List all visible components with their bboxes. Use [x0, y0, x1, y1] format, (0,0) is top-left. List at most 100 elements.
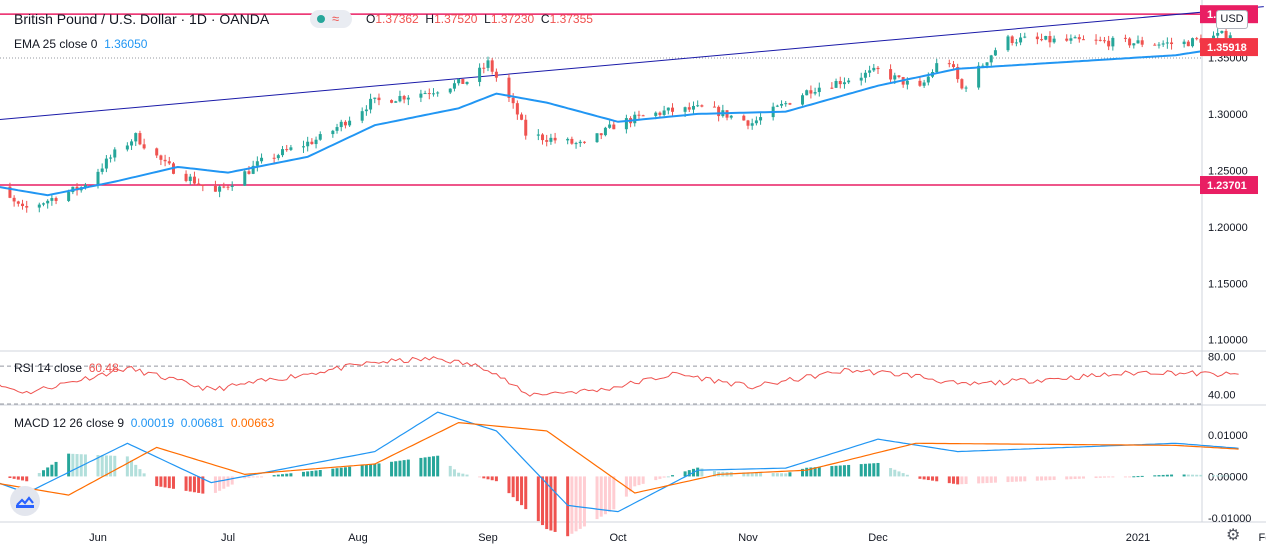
macd-histogram-bar	[109, 455, 113, 477]
candle-up	[373, 97, 377, 99]
macd-histogram-bar	[1102, 476, 1106, 478]
macd-histogram-bar	[1098, 476, 1102, 478]
macd-histogram-bar	[951, 476, 955, 484]
macd-histogram-bar	[494, 476, 498, 482]
tradingview-logo-icon[interactable]	[10, 486, 40, 516]
candle-up	[1019, 37, 1023, 43]
macd-histogram-bar	[545, 476, 549, 530]
macd-histogram-bar	[465, 474, 469, 477]
macd-histogram-bar	[1170, 474, 1174, 477]
candle-up	[1182, 41, 1186, 45]
macd-histogram-bar	[926, 476, 930, 481]
macd-histogram-bar	[1081, 476, 1085, 479]
macd-histogram-bar	[276, 474, 280, 477]
candle-down	[1010, 36, 1014, 44]
candle-up	[964, 87, 968, 89]
macd-histogram-bar	[700, 468, 704, 477]
candle-up	[318, 134, 322, 140]
candle-up	[335, 127, 339, 131]
macd-histogram-bar	[1014, 476, 1018, 482]
market-status-badge[interactable]: ≈	[310, 10, 352, 28]
candle-down	[599, 133, 603, 136]
candle-down	[1094, 39, 1098, 41]
candle-down	[343, 121, 347, 126]
macd-histogram-bar	[1224, 475, 1228, 477]
macd-histogram-bar	[654, 476, 658, 481]
currency-button[interactable]: USD	[1216, 10, 1248, 29]
macd-histogram-bar	[1069, 476, 1073, 480]
macd-histogram-bar	[750, 472, 754, 477]
macd-histogram-bar	[1211, 475, 1215, 477]
macd-histogram-bar	[1220, 475, 1224, 477]
macd-histogram-bar	[629, 476, 633, 492]
macd-histogram-bar	[931, 476, 935, 481]
macd-histogram-bar	[134, 464, 138, 477]
candle-down	[163, 159, 167, 162]
candle-up	[863, 72, 867, 78]
macd-histogram-bar	[956, 476, 960, 485]
macd-histogram-bar	[364, 464, 368, 477]
candle-up	[989, 55, 993, 63]
time-tick-label: Dec	[868, 532, 888, 544]
rsi-legend[interactable]: RSI 14 close 60.48	[14, 361, 119, 375]
rsi-tick-label: 40.00	[1208, 390, 1236, 402]
symbol-title[interactable]: British Pound / U.S. Dollar · 1D · OANDA	[14, 11, 270, 27]
macd-histogram-bar	[452, 469, 456, 477]
candle-up	[109, 157, 113, 159]
macd-histogram-bar	[301, 471, 305, 477]
candle-down	[1195, 38, 1199, 40]
macd-histogram-bar	[905, 474, 909, 477]
macd-histogram-bar	[696, 467, 700, 477]
macd-histogram-bar	[947, 476, 951, 484]
macd-histogram-bar	[570, 476, 574, 534]
candle-down	[192, 176, 196, 184]
candle-down	[520, 114, 524, 120]
signal-line	[0, 421, 1239, 496]
macd-histogram-bar	[457, 472, 461, 477]
macd-histogram-bar	[989, 476, 993, 483]
macd-histogram-bar	[918, 476, 922, 479]
candle-down	[956, 67, 960, 80]
macd-histogram-bar	[218, 476, 222, 491]
open-value: 1.37362	[375, 12, 419, 26]
candle-down	[8, 186, 12, 198]
candle-down	[712, 106, 716, 108]
macd-histogram-bar	[406, 459, 410, 477]
candle-down	[570, 138, 574, 144]
candle-down	[830, 87, 834, 89]
candle-up	[243, 171, 247, 186]
candle-up	[364, 109, 368, 112]
macd-histogram-bar	[272, 475, 276, 477]
macd-histogram-bar	[553, 476, 557, 532]
candle-up	[431, 93, 435, 95]
candle-up	[125, 145, 129, 150]
macd-histogram-bar	[197, 476, 201, 493]
low-label: L	[484, 12, 491, 26]
macd-histogram-bar	[377, 463, 381, 477]
macd-histogram-bar	[369, 464, 373, 477]
candle-up	[83, 185, 87, 188]
ohlc-readout: O1.37362 H1.37520 L1.37230 C1.37355	[366, 12, 593, 26]
macd-histogram-bar	[746, 472, 750, 477]
ema-legend[interactable]: EMA 25 close 0 1.36050	[14, 37, 147, 51]
macd-histogram-bar	[281, 474, 285, 477]
candle-up	[595, 133, 599, 143]
macd-histogram-bar	[863, 463, 867, 477]
candle-down	[545, 140, 549, 142]
candle-up	[230, 185, 234, 187]
macd-legend[interactable]: MACD 12 26 close 9 0.00019 0.00681 0.006…	[14, 416, 274, 430]
candle-up	[759, 117, 763, 121]
candle-up	[360, 111, 364, 121]
candle-up	[780, 103, 784, 106]
price-tick-label: 1.20000	[1208, 222, 1248, 234]
macd-histogram-bar	[1123, 476, 1127, 478]
macd-histogram-bar	[1035, 476, 1039, 481]
settings-gear-icon[interactable]: ⚙	[1226, 527, 1241, 544]
macd-histogram-bar	[255, 476, 259, 478]
price-label-box	[1200, 176, 1258, 195]
candle-down	[16, 201, 20, 204]
macd-histogram-bar	[71, 453, 75, 477]
high-label: H	[425, 12, 435, 26]
macd-histogram-bar	[964, 476, 968, 484]
